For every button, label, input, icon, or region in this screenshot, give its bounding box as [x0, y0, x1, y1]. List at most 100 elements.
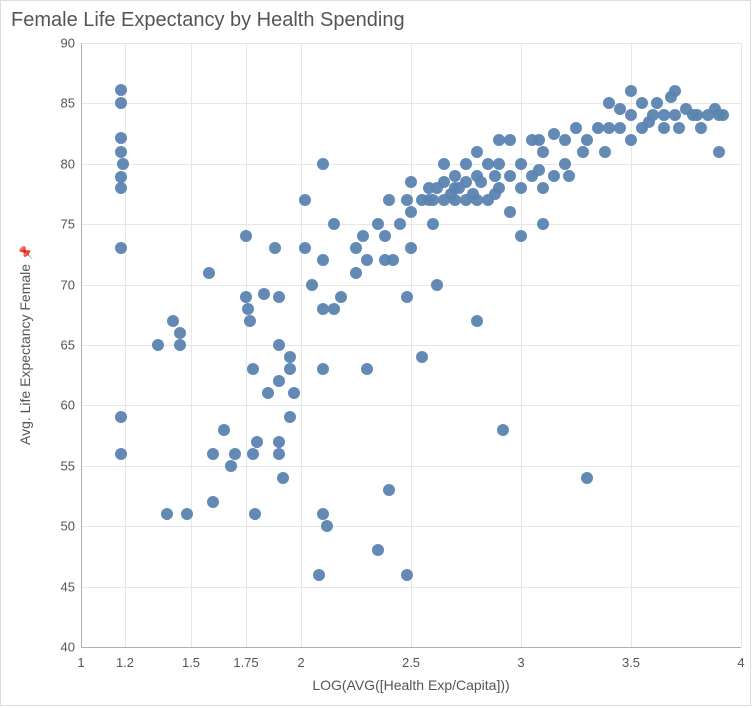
scatter-point	[317, 508, 329, 520]
scatter-point	[240, 230, 252, 242]
gridline-vertical	[741, 43, 742, 647]
scatter-point	[167, 315, 179, 327]
scatter-point	[203, 267, 215, 279]
scatter-point	[493, 158, 505, 170]
scatter-point	[317, 363, 329, 375]
y-axis-line	[81, 43, 82, 647]
scatter-point	[405, 242, 417, 254]
scatter-point	[244, 315, 256, 327]
scatter-point	[669, 85, 681, 97]
scatter-point	[387, 254, 399, 266]
scatter-point	[306, 279, 318, 291]
scatter-point	[161, 508, 173, 520]
gridline-horizontal	[81, 466, 741, 467]
y-tick-label: 55	[51, 458, 75, 473]
scatter-point	[383, 194, 395, 206]
scatter-point	[537, 218, 549, 230]
scatter-point	[181, 508, 193, 520]
scatter-point	[497, 424, 509, 436]
scatter-point	[249, 508, 261, 520]
chart-title: Female Life Expectancy by Health Spendin…	[11, 9, 405, 32]
plot-area	[81, 43, 741, 647]
scatter-point	[225, 460, 237, 472]
y-tick-label: 70	[51, 277, 75, 292]
scatter-point	[117, 158, 129, 170]
y-tick-label: 80	[51, 156, 75, 171]
x-tick-label: 1	[77, 655, 84, 670]
gridline-horizontal	[81, 224, 741, 225]
scatter-point	[401, 291, 413, 303]
scatter-point	[515, 158, 527, 170]
scatter-point	[563, 170, 575, 182]
scatter-point	[273, 375, 285, 387]
scatter-point	[651, 97, 663, 109]
scatter-point	[713, 146, 725, 158]
scatter-point	[401, 569, 413, 581]
scatter-point	[361, 254, 373, 266]
scatter-point	[625, 85, 637, 97]
scatter-point	[570, 122, 582, 134]
scatter-point	[240, 291, 252, 303]
y-axis-label: Avg. Life Expectancy Female 📌	[17, 245, 33, 445]
gridline-horizontal	[81, 43, 741, 44]
scatter-point	[669, 109, 681, 121]
scatter-point	[515, 230, 527, 242]
gridline-horizontal	[81, 164, 741, 165]
scatter-point	[379, 230, 391, 242]
scatter-point	[242, 303, 254, 315]
gridline-horizontal	[81, 526, 741, 527]
x-tick-label: 1.75	[233, 655, 258, 670]
y-axis-label-text: Avg. Life Expectancy Female	[17, 264, 33, 445]
scatter-point	[115, 411, 127, 423]
scatter-point	[251, 436, 263, 448]
scatter-point	[438, 158, 450, 170]
y-tick-label: 75	[51, 217, 75, 232]
scatter-point	[284, 363, 296, 375]
pin-icon: 📌	[19, 245, 33, 260]
scatter-point	[625, 134, 637, 146]
scatter-point	[317, 158, 329, 170]
x-tick-label: 2.5	[402, 655, 420, 670]
scatter-point	[405, 206, 417, 218]
scatter-point	[504, 206, 516, 218]
scatter-point	[273, 291, 285, 303]
scatter-point	[515, 182, 527, 194]
scatter-point	[273, 339, 285, 351]
scatter-point	[394, 218, 406, 230]
scatter-point	[537, 146, 549, 158]
scatter-point	[460, 158, 472, 170]
scatter-point	[284, 351, 296, 363]
scatter-point	[247, 363, 259, 375]
scatter-point	[321, 520, 333, 532]
scatter-point	[115, 182, 127, 194]
scatter-point	[277, 472, 289, 484]
scatter-point	[258, 288, 270, 300]
scatter-point	[405, 176, 417, 188]
scatter-point	[361, 363, 373, 375]
scatter-point	[493, 182, 505, 194]
scatter-point	[599, 146, 611, 158]
x-tick-label: 3.5	[622, 655, 640, 670]
scatter-point	[695, 122, 707, 134]
x-tick-label: 4	[737, 655, 744, 670]
scatter-point	[577, 146, 589, 158]
scatter-point	[475, 176, 487, 188]
scatter-point	[533, 134, 545, 146]
scatter-point	[115, 242, 127, 254]
scatter-point	[350, 267, 362, 279]
scatter-point	[115, 448, 127, 460]
scatter-point	[218, 424, 230, 436]
scatter-point	[636, 97, 648, 109]
scatter-point	[115, 146, 127, 158]
scatter-point	[207, 448, 219, 460]
scatter-point	[207, 496, 219, 508]
scatter-point	[416, 351, 428, 363]
scatter-point	[559, 134, 571, 146]
y-tick-label: 85	[51, 96, 75, 111]
scatter-point	[288, 387, 300, 399]
y-tick-label: 90	[51, 36, 75, 51]
scatter-point	[717, 109, 729, 121]
x-tick-label: 1.2	[116, 655, 134, 670]
scatter-point	[357, 230, 369, 242]
scatter-point	[174, 327, 186, 339]
